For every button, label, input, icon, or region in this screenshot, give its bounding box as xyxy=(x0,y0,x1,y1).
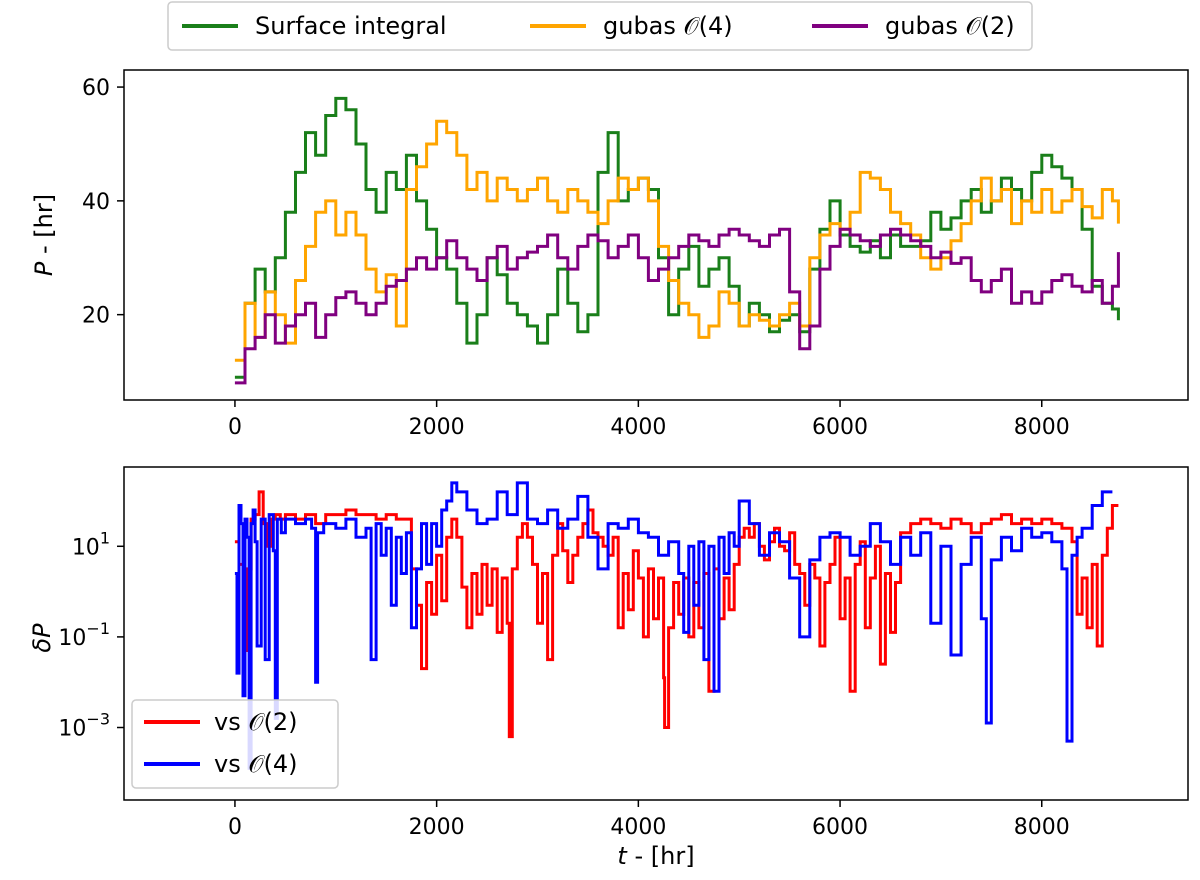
period-series-group xyxy=(234,96,1120,385)
delta-axes-frame xyxy=(123,466,1189,801)
legend-label-gubas-o2: gubas 𝒪(2) xyxy=(885,12,1015,40)
legend-label-surface-integral: Surface integral xyxy=(255,12,447,40)
period-x-ticks: 0 2000 4000 6000 8000 xyxy=(228,400,1070,440)
period-line-gubas-2 xyxy=(234,227,1120,385)
legend-label-vs-o2: vs 𝒪(2) xyxy=(214,708,297,736)
delta-y-ticks: 101 10−1 10−3 xyxy=(58,528,124,742)
period-y-tick-label-40: 40 xyxy=(82,190,110,215)
legend-label-vs-o4: vs 𝒪(4) xyxy=(214,750,297,778)
period-axes-frame xyxy=(123,69,1189,401)
delta-line-vs-4 xyxy=(234,481,1113,770)
delta-x-tick-label-6000: 6000 xyxy=(812,815,868,840)
delta-series-group xyxy=(234,481,1119,770)
period-y-ticks: 20 40 60 xyxy=(82,76,124,329)
figure-legend: Surface integral gubas 𝒪(4) gubas 𝒪(2) xyxy=(167,1,1033,51)
period-y-axis-label: P - [hr] xyxy=(30,194,58,276)
period-x-tick-label-4000: 4000 xyxy=(610,415,666,440)
period-x-tick-label-2000: 2000 xyxy=(409,415,465,440)
delta-y-tick-label-1e-3: 10−3 xyxy=(58,710,110,742)
delta-chart: 0 2000 4000 6000 8000 101 10−1 10−3 δP t - [hr… xyxy=(28,466,1189,870)
period-chart: 0 2000 4000 6000 8000 20 40 60 P - [hr] xyxy=(30,69,1189,440)
delta-x-tick-label-4000: 4000 xyxy=(610,815,666,840)
delta-y-tick-label-1e-1: 10−1 xyxy=(58,619,110,651)
figure-legend-frame xyxy=(167,1,1033,51)
legend-label-gubas-o4: gubas 𝒪(4) xyxy=(603,12,733,40)
delta-legend: vs 𝒪(2) vs 𝒪(4) xyxy=(131,699,339,789)
period-x-tick-label-8000: 8000 xyxy=(1014,415,1070,440)
delta-line-vs-2 xyxy=(234,490,1119,739)
period-x-tick-label-6000: 6000 xyxy=(812,415,868,440)
period-y-tick-label-60: 60 xyxy=(82,76,110,101)
delta-x-ticks: 0 2000 4000 6000 8000 xyxy=(228,800,1070,840)
delta-y-tick-label-1e1: 101 xyxy=(72,528,110,560)
delta-x-tick-label-8000: 8000 xyxy=(1014,815,1070,840)
period-x-tick-label-0: 0 xyxy=(228,415,242,440)
delta-y-axis-label: δP xyxy=(28,623,56,653)
delta-x-tick-label-0: 0 xyxy=(228,815,242,840)
period-y-tick-label-20: 20 xyxy=(82,304,110,329)
delta-x-tick-label-2000: 2000 xyxy=(409,815,465,840)
delta-x-axis-label: t - [hr] xyxy=(617,842,694,870)
